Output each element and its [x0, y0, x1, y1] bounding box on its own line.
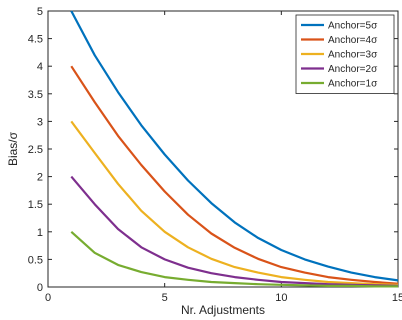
legend-entry-label: Anchor=5σ [328, 21, 378, 32]
y-tick-label: 1 [37, 227, 43, 239]
y-tick-label: 2.5 [28, 144, 43, 156]
legend-entry-label: Anchor=4σ [328, 35, 378, 46]
legend-entry-label: Anchor=1σ [328, 79, 378, 90]
y-tick-label: 3.5 [28, 89, 43, 101]
legend-entry-label: Anchor=2σ [328, 64, 378, 75]
y-tick-label: 0.5 [28, 254, 43, 266]
series-line-1 [70, 10, 399, 282]
y-tick-label: 4.5 [28, 34, 43, 46]
x-tick-label: 15 [392, 292, 402, 304]
y-tick-label: 0 [37, 282, 43, 294]
legend: Anchor=5σ Anchor=4σ Anchor=3σ Anchor=2σ Anch… [295, 14, 395, 94]
series-line-4 [70, 175, 399, 287]
y-axis-ticks: 0 0.5 1 1.5 2 2.5 3 3.5 4 4.5 5 [28, 6, 398, 294]
y-tick-label: 1.5 [28, 199, 43, 211]
y-tick-label: 4 [37, 61, 43, 73]
series-lines [70, 10, 399, 288]
x-tick-label: 5 [162, 292, 168, 304]
x-tick-label: 0 [45, 292, 51, 304]
y-axis-label: Bias/σ [6, 131, 20, 166]
y-tick-label: 5 [37, 6, 43, 18]
series-line-2 [70, 65, 399, 285]
legend-entry-label: Anchor=3σ [328, 50, 378, 61]
y-tick-label: 2 [37, 172, 43, 184]
series-line-5 [70, 230, 398, 288]
y-tick-label: 3 [37, 116, 43, 128]
series-line-3 [70, 120, 399, 286]
x-tick-label: 10 [275, 292, 287, 304]
x-axis-label: Nr. Adjustments [181, 303, 265, 317]
